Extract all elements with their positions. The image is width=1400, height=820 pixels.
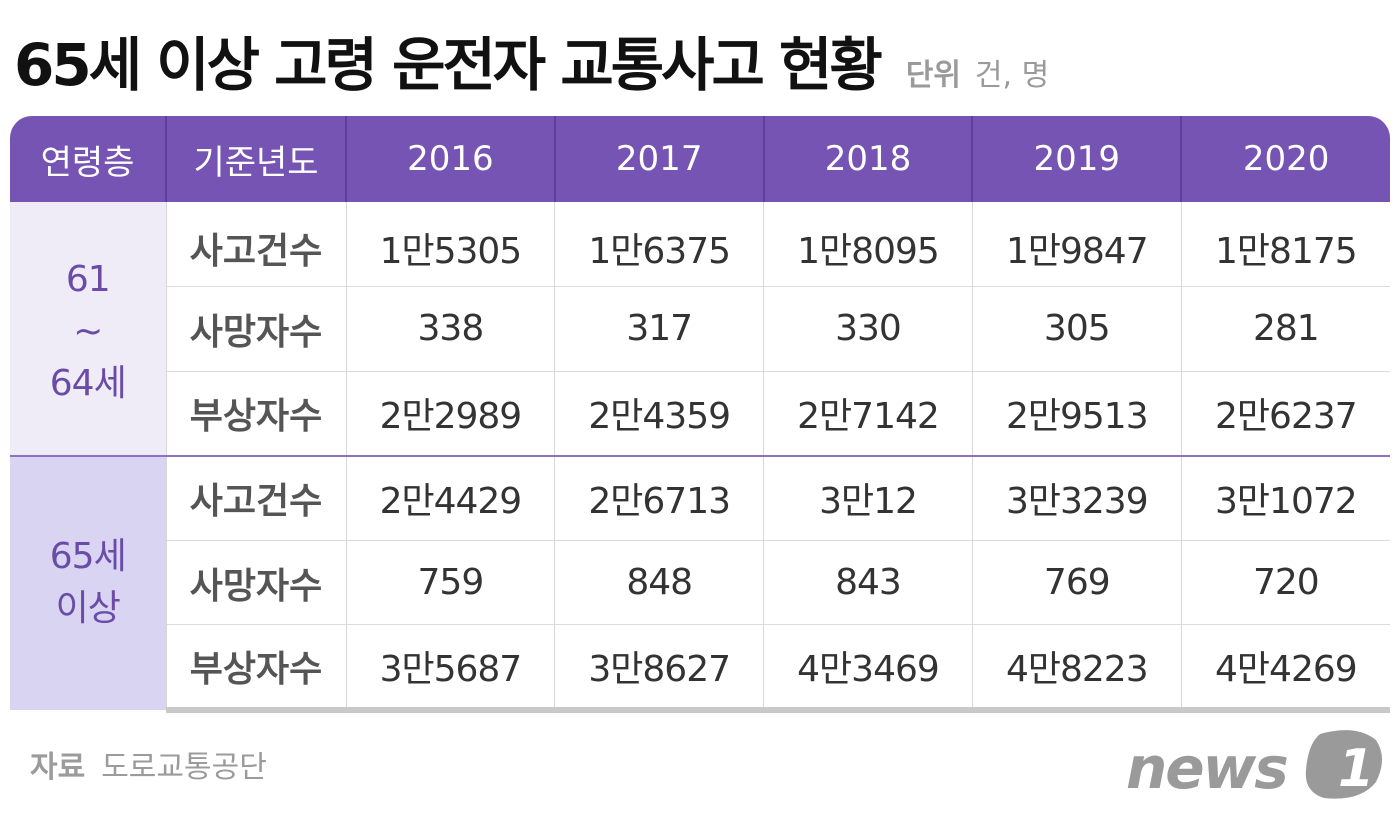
logo-wordmark: news — [1126, 734, 1287, 802]
source-note: 자료 도로교통공단 — [30, 742, 267, 786]
table-row: 사망자수 338 317 330 305 281 — [10, 286, 1390, 372]
header-cell-2016: 2016 — [346, 116, 556, 202]
data-cell: 2만4359 — [554, 371, 765, 457]
age-group-cell-65-plus: 65세 이상 — [10, 454, 167, 710]
data-cell: 1만8175 — [1181, 202, 1390, 288]
age-group-line: 61 — [65, 259, 111, 301]
table-header-row: 연령층 기준년도 2016 2017 2018 2019 2020 — [10, 116, 1390, 202]
header-cell-year-basis: 기준년도 — [166, 116, 347, 202]
data-cell: 4만4269 — [1181, 624, 1390, 713]
data-cell: 1만5305 — [346, 202, 556, 288]
logo-mark-icon: 1 — [1305, 730, 1382, 799]
data-cell: 4만3469 — [763, 624, 973, 713]
data-cell: 759 — [346, 540, 556, 626]
age-group-line: ~ — [73, 311, 103, 353]
unit-note: 단위 건, 명 — [906, 50, 1049, 94]
header-cell-2018: 2018 — [763, 116, 974, 202]
metric-label: 사고건수 — [166, 202, 347, 288]
data-cell: 843 — [763, 540, 973, 626]
data-cell: 3만5687 — [346, 624, 556, 713]
title-row: 65세 이상 고령 운전자 교통사고 현황 단위 건, 명 — [14, 18, 1049, 108]
metric-label: 사망자수 — [166, 540, 347, 626]
data-cell: 3만12 — [763, 454, 973, 541]
data-cell: 720 — [1181, 540, 1390, 626]
data-cell: 1만6375 — [554, 202, 765, 288]
data-cell: 305 — [972, 286, 1182, 372]
table-row: 61 ~ 64세 사고건수 1만5305 1만6375 1만8095 1만984… — [10, 202, 1390, 456]
table-row: 부상자수 3만5687 3만8627 4만3469 4만8223 4만4269 — [10, 624, 1390, 713]
age-group-cell-61-64: 61 ~ 64세 — [10, 202, 167, 456]
metric-label: 부상자수 — [166, 371, 347, 457]
data-cell: 2만2989 — [346, 371, 556, 457]
data-cell: 2만6237 — [1181, 371, 1390, 457]
data-cell: 2만4429 — [346, 454, 556, 541]
metric-label: 사고건수 — [166, 454, 347, 541]
news1-logo: news 1 — [1126, 730, 1382, 802]
data-cell: 3만8627 — [554, 624, 765, 713]
header-cell-2020: 2020 — [1181, 116, 1390, 202]
data-table-wrapper: 연령층 기준년도 2016 2017 2018 2019 2020 61 ~ 6… — [10, 116, 1390, 716]
header-cell-age: 연령층 — [10, 116, 167, 202]
data-cell: 330 — [763, 286, 973, 372]
source-label: 자료 — [30, 750, 86, 785]
data-table: 연령층 기준년도 2016 2017 2018 2019 2020 61 ~ 6… — [10, 116, 1390, 713]
data-cell: 2만9513 — [972, 371, 1182, 457]
metric-label: 사망자수 — [166, 286, 347, 372]
data-cell: 2만6713 — [554, 454, 765, 541]
data-cell: 3만1072 — [1181, 454, 1390, 541]
data-cell: 4만8223 — [972, 624, 1182, 713]
logo-mark-digit: 1 — [1338, 739, 1374, 799]
header-cell-2019: 2019 — [972, 116, 1183, 202]
header-cell-2017: 2017 — [554, 116, 765, 202]
data-cell: 2만7142 — [763, 371, 973, 457]
age-group-line: 이상 — [55, 588, 121, 630]
data-cell: 1만9847 — [972, 202, 1182, 288]
data-cell: 317 — [554, 286, 765, 372]
data-cell: 1만8095 — [763, 202, 973, 288]
table-row: 부상자수 2만2989 2만4359 2만7142 2만9513 2만6237 — [10, 371, 1390, 457]
data-cell: 281 — [1181, 286, 1390, 372]
source-value: 도로교통공단 — [101, 750, 267, 785]
metric-label: 부상자수 — [166, 624, 347, 713]
table-row: 사망자수 759 848 843 769 720 — [10, 540, 1390, 626]
data-cell: 769 — [972, 540, 1182, 626]
unit-value: 건, 명 — [974, 58, 1050, 93]
page-title: 65세 이상 고령 운전자 교통사고 현황 — [14, 31, 883, 99]
table-row: 65세 이상 사고건수 2만4429 2만6713 3만12 3만3239 3만… — [10, 454, 1390, 710]
data-cell: 848 — [554, 540, 765, 626]
age-group-line: 64세 — [49, 363, 127, 405]
data-cell: 338 — [346, 286, 556, 372]
age-group-line: 65세 — [49, 535, 127, 577]
unit-label: 단위 — [905, 58, 961, 93]
data-cell: 3만3239 — [972, 454, 1182, 541]
